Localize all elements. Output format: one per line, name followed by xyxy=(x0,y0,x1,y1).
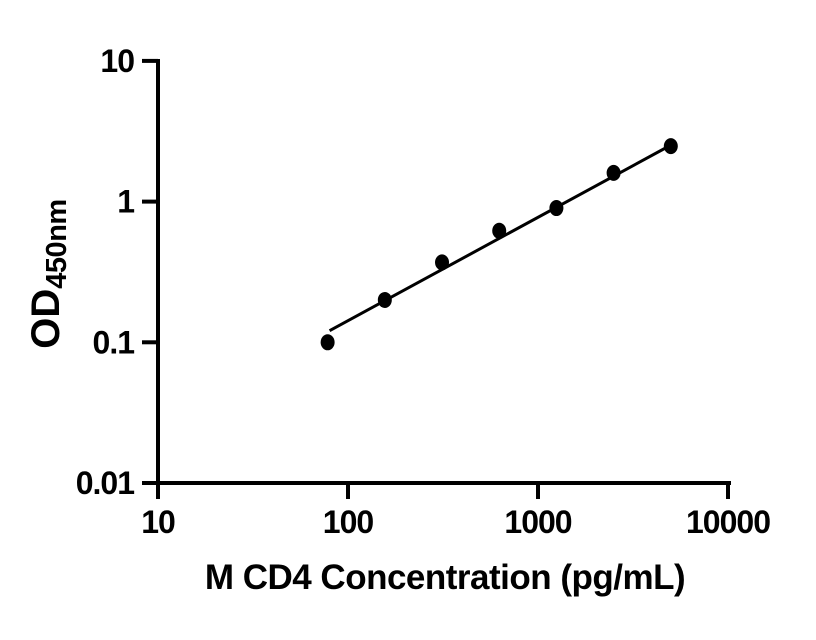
y-tick-label: 0.01 xyxy=(76,465,134,501)
data-point xyxy=(320,334,335,351)
x-axis-title: M CD4 Concentration (pg/mL) xyxy=(204,558,686,597)
y-axis-title-subscript: 450nm xyxy=(41,199,73,289)
x-tick-label: 1000 xyxy=(504,504,571,540)
y-tick-label: 10 xyxy=(100,43,134,79)
y-tick-label: 1 xyxy=(117,184,134,220)
x-tick-label: 10 xyxy=(141,504,175,540)
data-point xyxy=(492,222,507,239)
x-tick-label: 10000 xyxy=(686,504,770,540)
data-point xyxy=(377,291,392,308)
data-point xyxy=(663,138,678,155)
y-tick-label: 0.1 xyxy=(93,324,135,360)
data-point xyxy=(606,164,621,181)
x-tick-label: 100 xyxy=(323,504,374,540)
data-point xyxy=(549,200,564,217)
y-axis-title: OD450nm xyxy=(24,199,73,349)
data-point xyxy=(435,254,450,271)
y-axis-title-main: OD xyxy=(24,288,68,349)
